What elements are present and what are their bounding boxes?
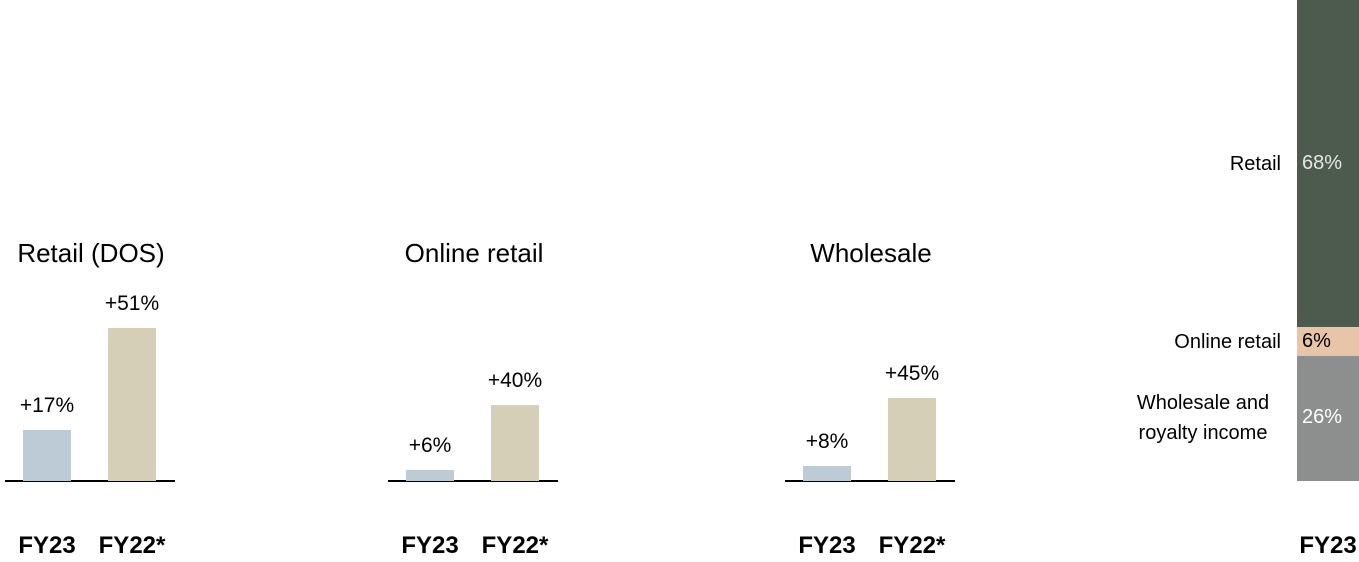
- bar: [888, 397, 936, 481]
- chart-title: Retail (DOS): [17, 238, 165, 268]
- legend-label: Retail: [1229, 152, 1281, 175]
- bar: [491, 405, 539, 481]
- chart-title: Online retail: [404, 238, 544, 268]
- chart-title: Wholesale: [810, 238, 932, 268]
- bar-segment: [1297, 327, 1359, 356]
- value-label: +45%: [884, 361, 940, 385]
- legend-label: Wholesale and royalty income: [1136, 392, 1270, 445]
- bar: [108, 328, 156, 481]
- segment-label: 68%: [1302, 151, 1343, 174]
- bar: [23, 430, 71, 481]
- x-tick-label: FY23: [18, 532, 76, 559]
- baseline: [388, 480, 558, 482]
- baseline: [785, 480, 955, 482]
- value-label: +40%: [487, 369, 543, 392]
- x-tick-label: FY22*: [878, 532, 946, 559]
- bar: [406, 469, 454, 481]
- legend-label: Online retail: [1174, 330, 1281, 353]
- value-label: +17%: [19, 394, 75, 417]
- bar: [803, 466, 851, 481]
- bar-segment: [1297, 355, 1359, 481]
- value-label: +8%: [805, 430, 849, 454]
- x-tick-label: FY22*: [98, 532, 166, 559]
- x-tick-label: FY23: [401, 532, 459, 559]
- x-tick-label: FY23: [798, 532, 856, 559]
- bar-segment: [1297, 0, 1359, 328]
- segment-label: 6%: [1302, 329, 1331, 352]
- value-label: +6%: [408, 433, 452, 457]
- x-tick-label: FY23: [1299, 532, 1357, 559]
- x-tick-label: FY22*: [481, 532, 549, 559]
- value-label: +51%: [104, 292, 160, 315]
- segment-label: 26%: [1302, 406, 1343, 429]
- baseline: [5, 480, 175, 482]
